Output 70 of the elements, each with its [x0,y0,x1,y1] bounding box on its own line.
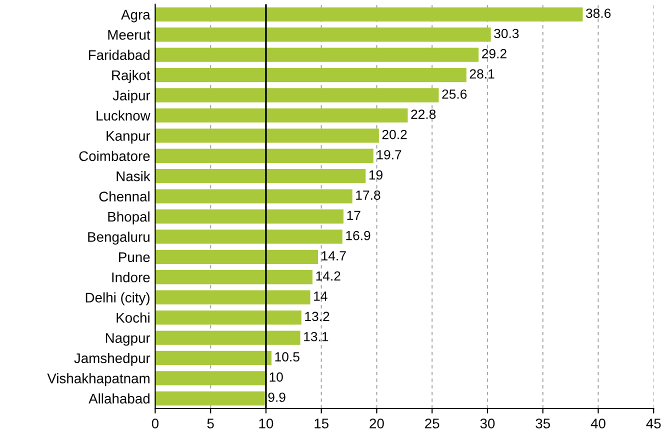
bar [155,209,344,224]
data-label: 13.1 [304,332,328,342]
y-tick-label: Vishakhapatnam [47,373,150,386]
bar [155,148,374,163]
bar [155,128,379,143]
data-label: 28.1 [470,69,494,79]
x-tick-label: 25 [425,418,440,428]
y-tick-label: Bengaluru [88,232,150,245]
y-tick-label: Agra [121,10,150,22]
x-tick-label: 15 [314,418,328,428]
x-tick-label: 30 [480,418,495,428]
data-label: 25.6 [442,89,467,99]
y-tick-label: Nagpur [106,333,150,346]
data-label: 17.8 [356,190,380,200]
data-label: 14.2 [316,271,340,281]
data-label: 10 [270,372,283,382]
bar [155,371,266,386]
data-label: 22.8 [411,110,436,119]
x-tick-label: 45 [646,418,661,428]
y-tick-label: Nasik [116,171,150,182]
bar [155,48,479,62]
y-tick-label: Lucknow [96,110,150,121]
data-label: 38.6 [586,8,611,18]
bar [155,290,310,304]
data-label: 16.9 [346,230,370,240]
y-tick-label: Kochi [116,312,150,323]
bar [155,28,491,42]
bar [155,68,466,82]
x-tick-label: 40 [590,418,606,428]
y-tick-label: Meerut [108,30,150,40]
bar [155,310,302,325]
data-label: 14.7 [322,251,346,260]
y-tick-label: Chennal [99,191,150,202]
x-tick-label: 20 [370,418,384,428]
x-tick-label: 10 [259,418,274,428]
bar [155,108,408,123]
bar [155,350,272,366]
y-tick-label: Delhi (city) [86,292,150,306]
bar [155,391,265,406]
bar [155,230,342,244]
data-label: 9.9 [268,392,286,402]
y-tick-label: Allahabad [88,393,150,404]
y-tick-label: Kanpur [106,131,150,144]
data-label: 17 [347,210,360,220]
bar [155,7,583,22]
y-tick-label: Jamshedpur [74,352,150,366]
data-label: 30.3 [494,28,519,38]
data-label: 10.5 [275,352,300,362]
data-label: 20.2 [382,130,407,140]
y-tick-label: Rajkot [112,70,150,83]
bar [155,169,366,184]
y-tick-label: Pune [119,252,150,262]
y-tick-label: Bhopal [108,211,150,224]
y-tick-label: Jaipur [112,90,150,104]
x-tick-label: 5 [207,418,214,428]
data-label: 19.7 [377,150,402,160]
x-tick-label: 0 [152,418,159,428]
bar [155,330,300,345]
bar [155,88,439,102]
bar [155,270,312,284]
data-label: 13.2 [305,312,330,322]
y-tick-label: Faridabad [88,50,150,60]
data-label: 14 [314,292,328,301]
data-label: 29.2 [482,49,506,58]
data-label: 19 [369,170,382,180]
y-tick-label: Indore [112,272,150,282]
y-tick-label: Coimbatore [79,150,150,162]
bar [155,189,352,204]
x-tick-label: 35 [536,418,550,428]
bar [155,250,318,264]
